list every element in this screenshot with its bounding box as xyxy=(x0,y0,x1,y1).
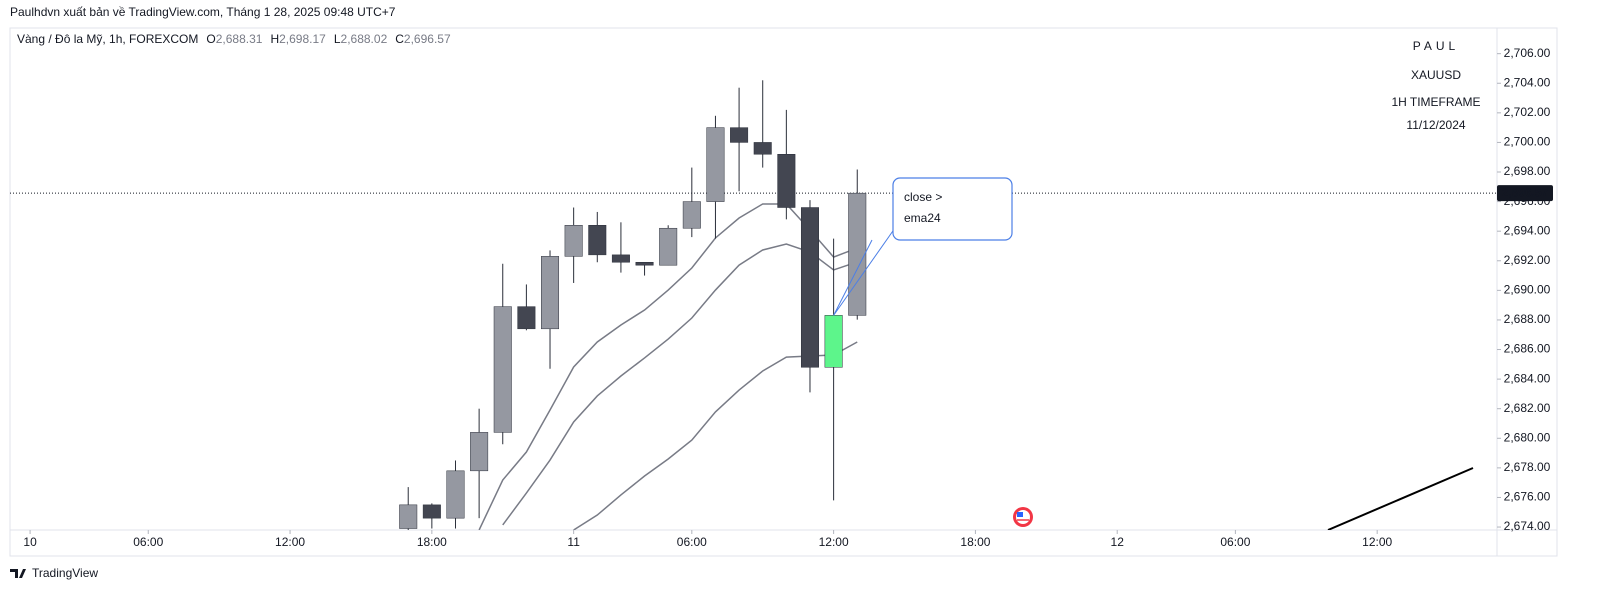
plot-area xyxy=(10,80,1497,530)
ohlc-value: 2,698.17 xyxy=(279,32,326,46)
candle-body xyxy=(470,432,489,472)
candle-body xyxy=(541,256,560,330)
candle-body xyxy=(659,227,678,266)
y-tick-label: 2,706.00 xyxy=(1504,46,1551,60)
flag-canton xyxy=(1017,512,1023,517)
footer: TradingView xyxy=(10,566,98,580)
ohlc-key: O xyxy=(206,32,215,46)
callout-pointer xyxy=(833,227,896,316)
x-tick-label: 18:00 xyxy=(417,535,447,549)
candle-body xyxy=(399,504,418,529)
y-tick-label: 2,694.00 xyxy=(1504,223,1551,237)
y-tick-label: 2,680.00 xyxy=(1504,430,1551,444)
price-tag xyxy=(1497,185,1553,202)
tv-logo xyxy=(10,569,26,578)
y-tick-label: 2,682.00 xyxy=(1504,401,1551,415)
watermark-text: PAUL xyxy=(1413,39,1459,53)
ohlc-key: H xyxy=(270,32,279,46)
candle-body xyxy=(777,154,796,208)
candle-body xyxy=(800,207,819,368)
watermark-text: 1H TIMEFRAME xyxy=(1391,95,1480,109)
x-tick-label: 12:00 xyxy=(275,535,305,549)
trend-line[interactable] xyxy=(1327,467,1474,530)
y-tick-label: 2,704.00 xyxy=(1504,75,1551,89)
x-tick-label: 06:00 xyxy=(1220,535,1250,549)
chart-frame xyxy=(9,27,1558,557)
candle-body xyxy=(730,127,749,143)
y-tick-label: 2,702.00 xyxy=(1504,105,1551,119)
x-tick-label: 06:00 xyxy=(677,535,707,549)
candle-body xyxy=(517,306,536,330)
candle-body xyxy=(564,225,583,257)
y-tick-label: 2,690.00 xyxy=(1504,283,1551,297)
candle-body xyxy=(848,192,867,316)
candle-body xyxy=(588,225,607,256)
candle-body xyxy=(493,306,512,433)
x-tick-label: 12 xyxy=(1111,535,1125,549)
watermark-text: 11/12/2024 xyxy=(1406,118,1465,132)
ohlc-key: C xyxy=(395,32,404,46)
watermark-text: XAUUSD xyxy=(1411,68,1461,82)
x-tick-label: 06:00 xyxy=(133,535,163,549)
x-tick-label: 10 xyxy=(23,535,37,549)
x-tick-label: 12:00 xyxy=(1362,535,1392,549)
symbol: Vàng / Đô la Mỹ, 1h, FOREXCOM xyxy=(17,32,198,46)
ohlc-key: L xyxy=(334,32,341,46)
y-tick-label: 2,684.00 xyxy=(1504,371,1551,385)
callout-text: ema24 xyxy=(904,211,941,225)
callout-box[interactable] xyxy=(892,177,1013,241)
x-tick-label: 18:00 xyxy=(960,535,990,549)
ema-line xyxy=(573,341,858,530)
y-tick-label: 2,678.00 xyxy=(1504,460,1551,474)
ohlc-value: 2,688.31 xyxy=(216,32,263,46)
y-tick-label: 2,676.00 xyxy=(1504,490,1551,504)
brand: TradingView xyxy=(32,566,98,580)
y-tick-label: 2,692.00 xyxy=(1504,253,1551,267)
symbol-legend: Vàng / Đô la Mỹ, 1h, FOREXCOM O2,688.31 H2… xyxy=(17,32,451,46)
price-tag-label: 2,696.57 xyxy=(1502,185,1549,199)
y-tick-label: 2,700.00 xyxy=(1504,135,1551,149)
candle-body xyxy=(635,261,654,266)
y-tick-label: 2,688.00 xyxy=(1504,312,1551,326)
y-tick-label: 2,674.00 xyxy=(1504,519,1551,533)
ohlc-value: 2,696.57 xyxy=(404,32,451,46)
ema-line xyxy=(502,243,858,526)
y-tick-label: 2,686.00 xyxy=(1504,342,1551,356)
candle-body xyxy=(446,470,465,519)
ohlc-value: 2,688.02 xyxy=(341,32,388,46)
candle-body xyxy=(824,315,843,368)
ema-line xyxy=(478,203,858,530)
callout-text: close > xyxy=(904,190,942,204)
x-tick-label: 12:00 xyxy=(819,535,849,549)
publisher-line: Paulhdvn xuất bản về TradingView.com, Th… xyxy=(10,5,396,19)
candle-body xyxy=(753,142,772,155)
candle-body xyxy=(611,254,630,263)
x-tick-label: 11 xyxy=(567,535,580,549)
y-tick-label: 2,698.00 xyxy=(1504,164,1551,178)
candle-body xyxy=(706,127,725,202)
candle-body xyxy=(682,201,701,229)
candle-body xyxy=(422,504,441,519)
flag-icon[interactable] xyxy=(1013,507,1033,527)
